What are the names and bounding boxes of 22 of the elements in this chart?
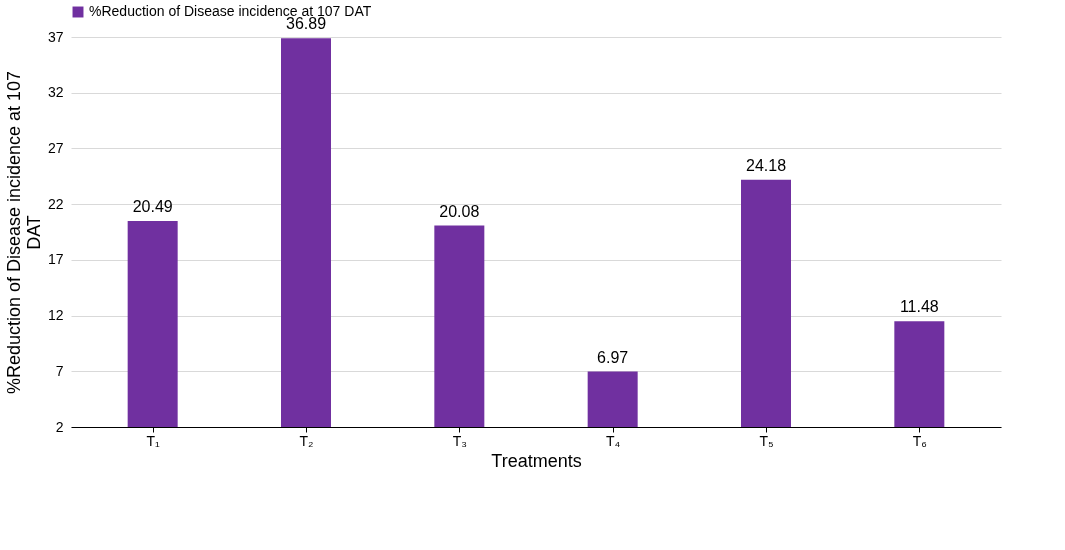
data-label: 24.18 bbox=[745, 156, 787, 174]
data-label: 6.97 bbox=[597, 348, 629, 366]
x-tick-label: T₄ bbox=[606, 432, 621, 449]
x-tick-label: T₁ bbox=[146, 432, 161, 449]
y-tick-label: 27 bbox=[47, 139, 64, 156]
y-tick-label: 22 bbox=[47, 195, 64, 212]
y-tick-label: 12 bbox=[47, 307, 64, 324]
y-tick-label: 32 bbox=[47, 84, 64, 101]
x-tick-label: T₃ bbox=[452, 432, 467, 449]
x-tick-label: T₂ bbox=[299, 432, 314, 449]
x-axis-title: Treatments bbox=[491, 450, 582, 471]
data-label: 20.49 bbox=[132, 197, 173, 215]
data-label: 11.48 bbox=[899, 298, 939, 316]
x-tick-label: T₆ bbox=[912, 432, 927, 449]
data-label: 36.89 bbox=[285, 15, 327, 33]
x-tick-label: T₅ bbox=[759, 432, 774, 449]
y-tick-label: 17 bbox=[47, 251, 64, 268]
data-label: 20.08 bbox=[439, 202, 480, 220]
y-tick-label: 7 bbox=[55, 362, 64, 379]
y-tick-label: 37 bbox=[47, 28, 64, 45]
y-axis-title: %Reduction of Disease incidence at 107 DAT bbox=[3, 70, 44, 395]
y-tick-label: 2 bbox=[55, 418, 64, 435]
